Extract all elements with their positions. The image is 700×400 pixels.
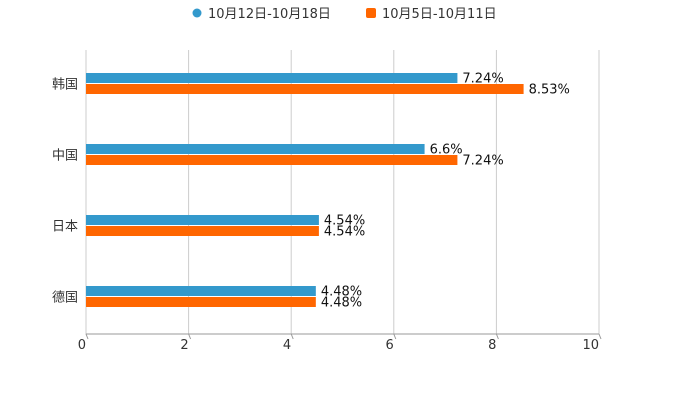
bar-value-label: 4.48% [321, 285, 362, 300]
x-tick-label: 10 [582, 338, 599, 353]
x-tick-label: 4 [283, 338, 291, 353]
tick-mark-2 [188, 333, 192, 340]
bar-series2 [86, 297, 316, 307]
bar-value-label: 7.24% [462, 154, 503, 169]
category-label: 韩国 [52, 78, 78, 93]
legend-marker-series1 [192, 8, 202, 18]
x-tick-label: 2 [180, 338, 188, 353]
x-tick-label: 6 [386, 338, 394, 353]
bar-series2 [86, 155, 458, 165]
data-labels: 7.24%8.53%6.6%7.24%4.54%4.54%4.48%4.48% [321, 72, 570, 311]
bar-value-label: 4.48% [321, 296, 362, 311]
legend-label[interactable]: 10月12日-10月18日 [208, 7, 331, 22]
bar-series2 [86, 84, 524, 94]
bar-series1 [86, 215, 319, 225]
x-tick-label: 8 [488, 338, 496, 353]
legend: 10月12日-10月18日 10月5日-10月11日 [192, 7, 497, 22]
bar-value-label: 7.24% [462, 72, 503, 87]
legend-marker-series2 [366, 8, 376, 18]
bar-series1 [86, 73, 458, 83]
tick-mark-10 [598, 333, 602, 340]
category-label: 德国 [52, 291, 78, 306]
legend-label[interactable]: 10月5日-10月11日 [382, 7, 497, 22]
tick-mark-4 [290, 333, 294, 340]
bar-value-label: 8.53% [529, 83, 570, 98]
bar-value-label: 4.54% [324, 214, 365, 229]
tick-mark-8 [495, 333, 499, 340]
bar-value-label: 4.54% [324, 225, 365, 240]
tick-mark-6 [393, 333, 397, 340]
x-tick-label: 0 [78, 338, 86, 353]
bar-series2 [86, 226, 319, 236]
bar-series1 [86, 286, 316, 296]
tick-mark-0 [85, 333, 89, 340]
bars [86, 73, 524, 307]
category-label: 中国 [52, 149, 78, 164]
category-label: 日本 [52, 220, 78, 235]
bar-series1 [86, 144, 425, 154]
bar-value-label: 6.6% [430, 143, 463, 158]
